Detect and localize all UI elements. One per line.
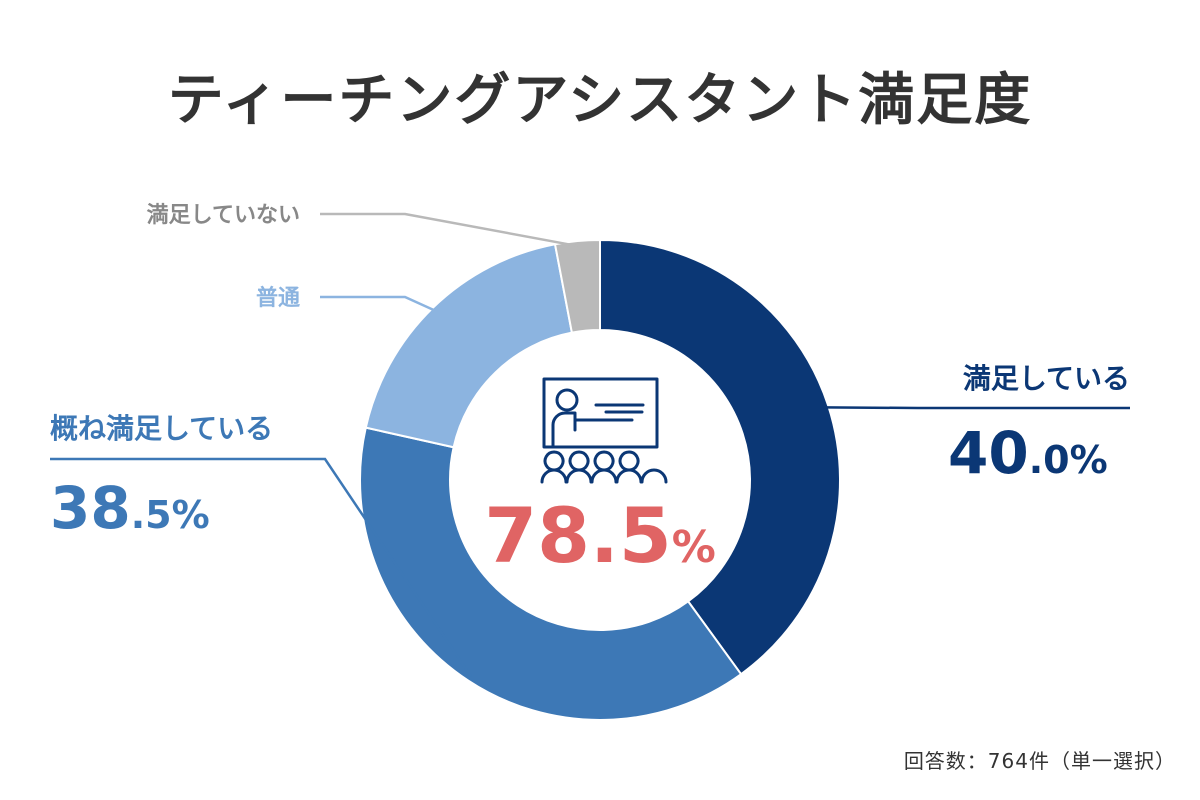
presentation-audience-icon [540,377,668,484]
slice-value-2: 38.5% [50,474,210,542]
center-total-number: 78.5 [484,491,672,580]
slice-1 [599,238,841,676]
center-total-unit: % [672,522,716,573]
slice-label-4: 満足していない [147,202,300,228]
audience-heads [540,450,668,484]
slice-label-2: 概ね満足している [50,412,273,445]
slice-2 [359,426,743,721]
slice-label-3: 普通 [256,285,300,311]
slice-label-1: 満足している [963,362,1130,395]
leader-line-4 [320,212,579,248]
slice-value-1: 40.0% [948,419,1108,487]
chart-title: ティーチングアシスタント満足度 [167,68,1033,133]
leader-line-2 [50,457,473,678]
leader-line-3 [320,295,437,313]
donut-slices [359,238,841,721]
slice-4 [553,238,601,334]
center-total-value: 78.5% [484,491,716,580]
leader-line-1 [823,406,1130,410]
response-count-note: 回答数：764件（単一選択） [903,749,1176,773]
slice-labels: 満足している 40.0% 概ね満足している 38.5% 普通 満足していない [50,202,1130,542]
leader-lines [50,212,1130,678]
slice-3 [364,243,574,449]
